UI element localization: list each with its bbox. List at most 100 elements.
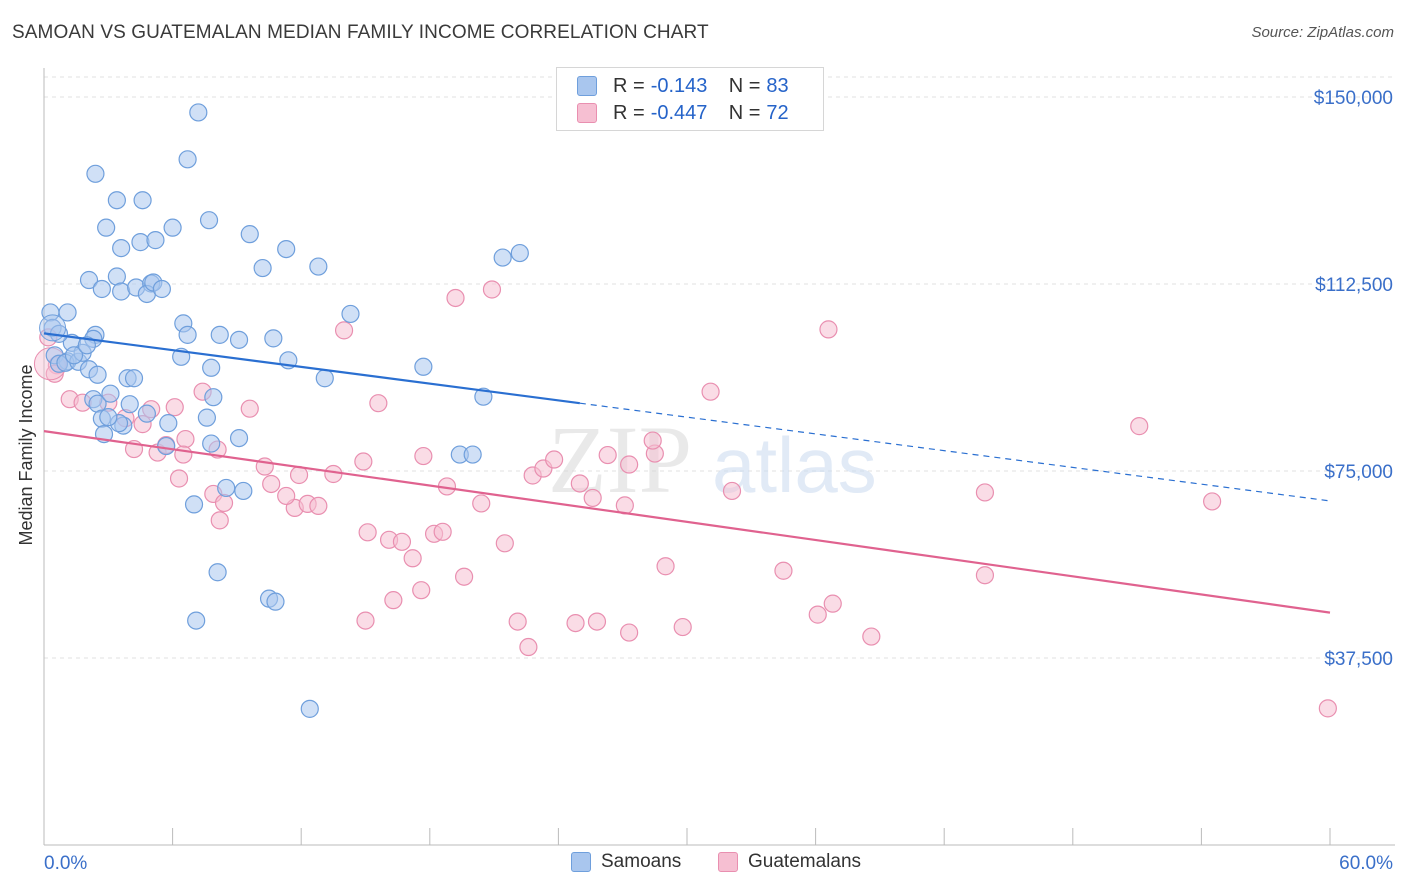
guatemalans-point-70 xyxy=(774,561,793,580)
samoans-point-25 xyxy=(152,279,171,299)
guatemalans-point-52 xyxy=(169,469,189,488)
samoans-point-69 xyxy=(217,478,236,498)
n-label: N = xyxy=(728,101,761,124)
guatemalans-point-73 xyxy=(862,627,881,646)
samoans-point-0 xyxy=(189,103,208,122)
guatemalans-point-36 xyxy=(324,464,343,484)
y-tick-label-2: $112,500 xyxy=(1315,275,1393,296)
samoans-point-14 xyxy=(309,257,328,276)
samoans-point-81 xyxy=(159,414,178,433)
samoans-point-36 xyxy=(264,329,283,348)
samoans-point-34 xyxy=(210,325,229,344)
samoans-swatch xyxy=(577,76,597,96)
guatemalans-point-23 xyxy=(1318,699,1337,718)
guatemalans-point-44 xyxy=(545,450,564,469)
y-axis-label: Median Family Income xyxy=(16,364,36,545)
samoans-point-70 xyxy=(184,495,204,514)
guatemalans-point-26 xyxy=(176,429,195,449)
guatemalans-point-54 xyxy=(214,493,234,513)
samoans-cluster xyxy=(39,314,67,342)
guatemalans-point-49 xyxy=(643,431,662,450)
samoans-point-78 xyxy=(77,336,96,355)
samoans-point-13 xyxy=(253,258,272,278)
guatemalans-point-13 xyxy=(334,321,354,340)
samoans-point-74 xyxy=(187,611,206,630)
guatemalans-point-17 xyxy=(598,445,617,465)
samoans-point-20 xyxy=(112,282,131,301)
samoans-point-6 xyxy=(163,218,182,237)
samoans-point-51 xyxy=(124,369,144,388)
samoans-point-56 xyxy=(137,404,156,423)
x-tick-label-0: 0.0% xyxy=(44,853,87,874)
guatemalans-point-57 xyxy=(392,532,412,551)
guatemalans-point-41 xyxy=(472,494,491,513)
samoans-point-76 xyxy=(64,346,84,365)
y-tick-label-0: $37,500 xyxy=(1324,649,1393,670)
n-value: 72 xyxy=(766,101,789,124)
guatemalans-point-69 xyxy=(673,617,692,637)
samoans-point-57 xyxy=(204,388,223,407)
guatemalans-point-63 xyxy=(495,534,514,553)
samoans-point-16 xyxy=(510,243,529,263)
guatemalans-point-35 xyxy=(309,496,328,516)
samoans-point-12 xyxy=(277,239,296,259)
samoans-point-66 xyxy=(463,445,482,464)
legend-label-guatemalans: Guatemalans xyxy=(748,851,862,872)
samoans-point-75 xyxy=(300,699,319,718)
samoans-point-48 xyxy=(315,369,334,388)
guatemalans-point-77 xyxy=(356,611,375,630)
guatemalans-point-19 xyxy=(701,382,720,401)
guatemalans-point-32 xyxy=(277,486,296,506)
guatemalans-point-46 xyxy=(583,488,602,508)
source-label: Source: ZipAtlas.com xyxy=(1251,24,1394,41)
samoans-point-62 xyxy=(157,436,176,456)
guatemalans-trend xyxy=(43,430,1331,614)
samoans-point-67 xyxy=(474,387,493,406)
legend-label-samoans: Samoans xyxy=(601,851,682,872)
y-tick-label-1: $75,000 xyxy=(1324,462,1393,483)
guatemalans-point-39 xyxy=(414,446,433,466)
r-label: R = xyxy=(613,74,645,97)
guatemalans-point-72 xyxy=(823,594,842,613)
samoans-point-5 xyxy=(97,218,116,237)
legend-item-guatemalans[interactable]: Guatemalans xyxy=(718,851,861,873)
guatemalans-point-67 xyxy=(587,612,607,631)
guatemalans-point-16 xyxy=(482,280,502,299)
samoans-point-7 xyxy=(199,211,219,230)
samoans-point-19 xyxy=(107,267,126,286)
samoan-points xyxy=(39,103,529,718)
samoans-point-44 xyxy=(88,365,107,384)
guatemalans-point-66 xyxy=(566,613,585,633)
guatemalans-point-55 xyxy=(210,511,229,530)
trend-lines xyxy=(43,332,1331,614)
samoans-point-82 xyxy=(99,408,118,427)
guatemalans-point-20 xyxy=(819,320,838,339)
guatemalans-point-21 xyxy=(1130,417,1149,436)
samoans-point-58 xyxy=(197,408,216,427)
guatemalans-point-48 xyxy=(620,455,639,474)
legend-row-guatemalans: R = -0.447 N = 72 xyxy=(577,101,789,125)
x-tick-label-1: 60.0% xyxy=(1339,853,1393,874)
legend-item-samoans[interactable]: Samoans xyxy=(571,851,681,873)
watermark-zip: ZIP xyxy=(548,406,692,513)
samoans-point-73 xyxy=(266,592,285,611)
legend-row-samoans: R = -0.143 N = 83 xyxy=(577,74,789,98)
samoans-point-11 xyxy=(146,231,165,250)
samoans-point-9 xyxy=(112,238,131,258)
tick-labels: $37,500 $75,000 $112,500 $150,000 0.0% 60.0% xyxy=(44,88,1393,874)
guatemalans-point-59 xyxy=(412,581,431,600)
samoans-point-33 xyxy=(178,325,197,344)
guatemalans-point-64 xyxy=(508,612,527,631)
samoans-point-54 xyxy=(101,384,120,403)
guatemalans-point-56 xyxy=(358,523,377,542)
y-tick-label-3: $150,000 xyxy=(1314,88,1393,109)
samoans-trend-solid xyxy=(43,332,580,405)
watermark: ZIP atlas xyxy=(548,406,877,513)
guatemalans-point-68 xyxy=(620,623,639,642)
r-label: R = xyxy=(613,101,645,124)
samoans-point-35 xyxy=(229,330,249,349)
stats-legend: R = -0.143 N = 83 R = -0.447 N = 72 xyxy=(556,67,824,131)
guatemalans-point-74 xyxy=(975,566,995,585)
guatemalans-point-14 xyxy=(369,394,388,413)
